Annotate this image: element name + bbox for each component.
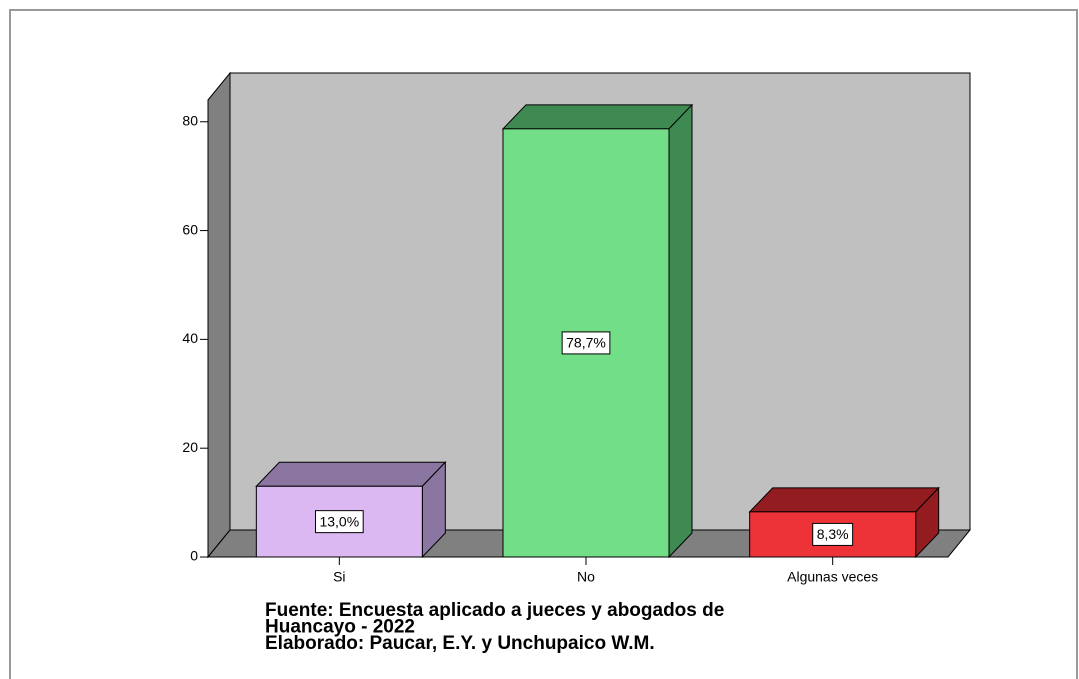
value-label-box bbox=[812, 522, 854, 546]
x-tick-label: Algunas veces bbox=[787, 569, 878, 585]
bar-top bbox=[748, 487, 940, 513]
y-tick-label: 40 bbox=[182, 330, 198, 346]
x-tick-label: No bbox=[577, 569, 595, 585]
y-tick-label: 60 bbox=[182, 221, 198, 237]
bar-side bbox=[668, 103, 693, 559]
caption: Huancayo - 2022 bbox=[265, 617, 415, 638]
left-wall bbox=[207, 71, 231, 559]
value-label-box bbox=[561, 331, 611, 355]
value-label-box bbox=[314, 510, 364, 534]
caption: Fuente: Encuesta aplicado a jueces y abo… bbox=[265, 600, 724, 621]
value-label: 78,7% bbox=[566, 335, 606, 351]
frame bbox=[9, 9, 1078, 679]
value-label: 8,3% bbox=[817, 526, 849, 542]
x-tick-label: Si bbox=[333, 569, 345, 585]
y-tick-label: 0 bbox=[190, 548, 198, 564]
y-tick-label: 20 bbox=[182, 439, 198, 455]
caption: Elaborado: Paucar, E.Y. y Unchupaico W.M… bbox=[265, 633, 655, 654]
bar-top bbox=[501, 104, 694, 130]
value-label: 13,0% bbox=[319, 513, 359, 529]
y-tick-label: 80 bbox=[182, 112, 198, 128]
bar-top bbox=[255, 461, 447, 487]
